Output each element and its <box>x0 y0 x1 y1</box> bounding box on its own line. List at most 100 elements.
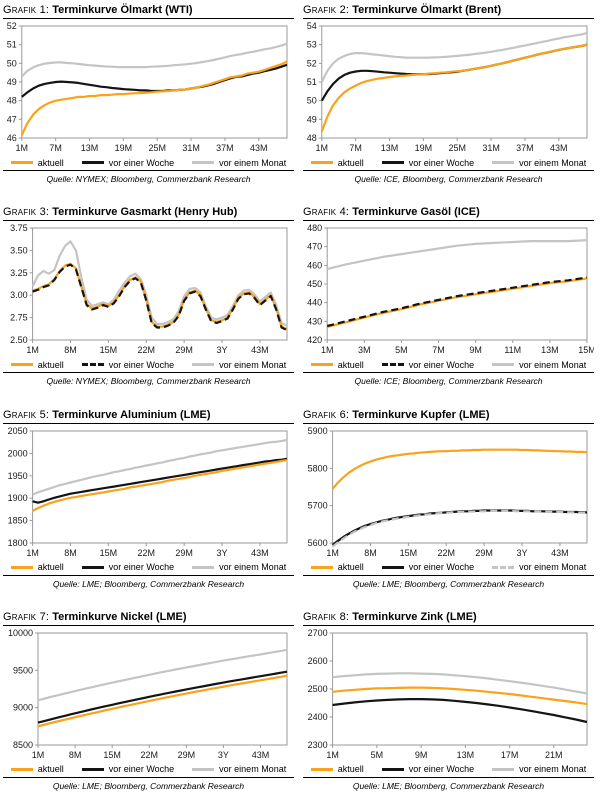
source-note: Quelle: ICE, Bloomberg, Commerzbank Rese… <box>354 174 543 184</box>
legend-label-vor-einer-woche: vor einer Woche <box>108 562 175 572</box>
svg-text:470: 470 <box>307 242 322 252</box>
legend-item-vor-einem-monat: vor einem Monat <box>192 360 286 370</box>
svg-text:31M: 31M <box>182 143 200 153</box>
svg-text:2400: 2400 <box>308 712 328 722</box>
svg-text:8M: 8M <box>69 750 82 760</box>
source-note: Quelle: LME; Bloomberg, Commerzbank Rese… <box>52 578 245 589</box>
svg-text:1M: 1M <box>321 345 334 355</box>
svg-text:8500: 8500 <box>13 740 33 750</box>
legend-swatch-vor-einem-monat <box>192 363 215 367</box>
svg-text:43M: 43M <box>250 143 268 153</box>
svg-text:21M: 21M <box>545 750 563 760</box>
chart-panel: Grafik 8: Terminkurve Zink (LME) 2300 240… <box>300 607 600 809</box>
panel-title: Terminkurve Ölmarkt (WTI) <box>52 4 193 16</box>
panel-heading: Grafik 3: Terminkurve Gasmarkt (Henry Hu… <box>3 206 294 222</box>
svg-text:1950: 1950 <box>8 470 28 480</box>
chart-panel: Grafik 6: Terminkurve Kupfer (LME) 5600 5… <box>300 405 600 607</box>
line-chart: 2300 2400 2500 2600 2700 1M 5M 9M 13M 17M 21M <box>303 627 594 761</box>
svg-text:53: 53 <box>307 40 317 50</box>
legend-label-vor-einem-monat: vor einem Monat <box>519 157 587 168</box>
source-note: Quelle: ICE; Bloomberg, Commerzbank Rese… <box>354 376 543 387</box>
legend-swatch-vor-einem-monat <box>192 767 215 771</box>
legend-swatch-aktuell <box>310 767 333 771</box>
chart-legend: aktuell vor einer Woche vor einem Monat <box>3 762 294 778</box>
legend-label-vor-einem-monat: vor einem Monat <box>219 562 287 572</box>
svg-text:3Y: 3Y <box>218 750 229 760</box>
chart-panel: Grafik 3: Terminkurve Gasmarkt (Henry Hu… <box>0 202 300 404</box>
chart-panel: Grafik 1: Terminkurve Ölmarkt (WTI) 46 47… <box>0 0 300 202</box>
legend-swatch-vor-einer-woche <box>81 767 104 771</box>
chart-panel: Grafik 4: Terminkurve Gasöl (ICE) 420 430… <box>300 202 600 404</box>
panel-heading: Grafik 7: Terminkurve Nickel (LME) <box>3 611 294 626</box>
svg-text:3.00: 3.00 <box>10 290 28 300</box>
svg-text:1M: 1M <box>26 345 39 355</box>
svg-text:5900: 5900 <box>308 426 328 436</box>
svg-text:31M: 31M <box>482 143 500 153</box>
legend-swatch-vor-einem-monat <box>492 363 515 367</box>
panel-heading: Grafik 1: Terminkurve Ölmarkt (WTI) <box>3 4 294 19</box>
svg-text:8M: 8M <box>64 345 77 355</box>
svg-text:29M: 29M <box>178 750 196 760</box>
svg-text:1900: 1900 <box>8 493 28 503</box>
legend-swatch-vor-einem-monat <box>192 161 215 164</box>
panel-heading: Grafik 6: Terminkurve Kupfer (LME) <box>303 409 594 424</box>
svg-text:46: 46 <box>7 133 17 143</box>
legend-label-vor-einem-monat: vor einem Monat <box>519 764 587 775</box>
legend-swatch-vor-einem-monat <box>492 767 515 771</box>
svg-text:1M: 1M <box>32 750 45 760</box>
source-note: Quelle: LME; Bloomberg, Commerzbank Rese… <box>352 780 545 791</box>
legend-label-aktuell: aktuell <box>337 764 364 775</box>
legend-item-vor-einem-monat: vor einem Monat <box>192 764 286 774</box>
line-chart: 8500 9000 9500 10000 1M 8M 15M 22M 29M 3Y 43M <box>3 627 294 761</box>
legend-item-vor-einer-woche: vor einer Woche <box>81 562 175 572</box>
legend-swatch-vor-einer-woche <box>381 565 404 569</box>
legend-item-aktuell: aktuell <box>310 158 364 168</box>
panel-number-label: Grafik 5: <box>3 408 50 421</box>
panel-title: Terminkurve Zink (LME) <box>352 610 477 623</box>
panel-title: Terminkurve Ölmarkt (Brent) <box>352 4 502 16</box>
chart-legend: aktuell vor einer Woche vor einem Monat <box>3 357 294 374</box>
legend-swatch-aktuell <box>10 363 33 367</box>
legend-label-aktuell: aktuell <box>37 157 64 168</box>
legend-item-aktuell: aktuell <box>10 764 64 774</box>
svg-text:3Y: 3Y <box>217 548 228 558</box>
svg-text:37M: 37M <box>216 143 234 153</box>
svg-text:2500: 2500 <box>308 684 328 694</box>
line-chart: 420 430 440 450 460 470 480 1M 3M 5M 7M 9M 11M 13M 15M <box>303 222 594 356</box>
legend-swatch-aktuell <box>10 161 33 164</box>
legend-item-aktuell: aktuell <box>310 764 364 775</box>
svg-text:52: 52 <box>7 21 17 31</box>
panel-title: Terminkurve Kupfer (LME) <box>352 408 490 421</box>
svg-text:15M: 15M <box>400 548 418 558</box>
legend-item-vor-einem-monat: vor einem Monat <box>492 158 586 168</box>
panel-number-label: Grafik 2: <box>303 4 350 16</box>
svg-text:3.50: 3.50 <box>10 246 28 256</box>
legend-label-vor-einem-monat: vor einem Monat <box>219 359 287 370</box>
legend-swatch-aktuell <box>10 767 33 771</box>
legend-item-vor-einem-monat: vor einem Monat <box>492 764 586 774</box>
svg-text:11M: 11M <box>504 345 521 355</box>
legend-item-aktuell: aktuell <box>310 562 364 572</box>
legend-item-vor-einem-monat: vor einem Monat <box>192 562 286 572</box>
svg-text:1800: 1800 <box>8 538 28 548</box>
legend-item-vor-einem-monat: vor einem Monat <box>492 562 586 572</box>
svg-text:5800: 5800 <box>308 463 328 473</box>
svg-text:3M: 3M <box>358 345 371 355</box>
legend-item-vor-einem-monat: vor einem Monat <box>192 158 286 168</box>
legend-item-vor-einer-woche: vor einer Woche <box>81 360 174 370</box>
svg-text:43M: 43M <box>251 548 269 558</box>
svg-text:480: 480 <box>307 223 322 233</box>
svg-text:9000: 9000 <box>13 702 33 712</box>
svg-text:22M: 22M <box>138 548 156 558</box>
chart-legend: aktuell vor einer Woche vor einem Monat <box>3 155 294 171</box>
svg-text:19M: 19M <box>415 143 433 153</box>
svg-text:8M: 8M <box>64 548 77 558</box>
svg-text:430: 430 <box>307 317 322 327</box>
legend-item-aktuell: aktuell <box>310 360 364 370</box>
legend-label-aktuell: aktuell <box>37 359 64 370</box>
svg-text:3Y: 3Y <box>517 548 528 558</box>
legend-label-vor-einer-woche: vor einer Woche <box>408 157 475 168</box>
chart-legend: aktuell vor einer Woche vor einem Monat <box>3 560 294 576</box>
svg-text:2.50: 2.50 <box>10 335 28 345</box>
svg-text:37M: 37M <box>516 143 534 153</box>
